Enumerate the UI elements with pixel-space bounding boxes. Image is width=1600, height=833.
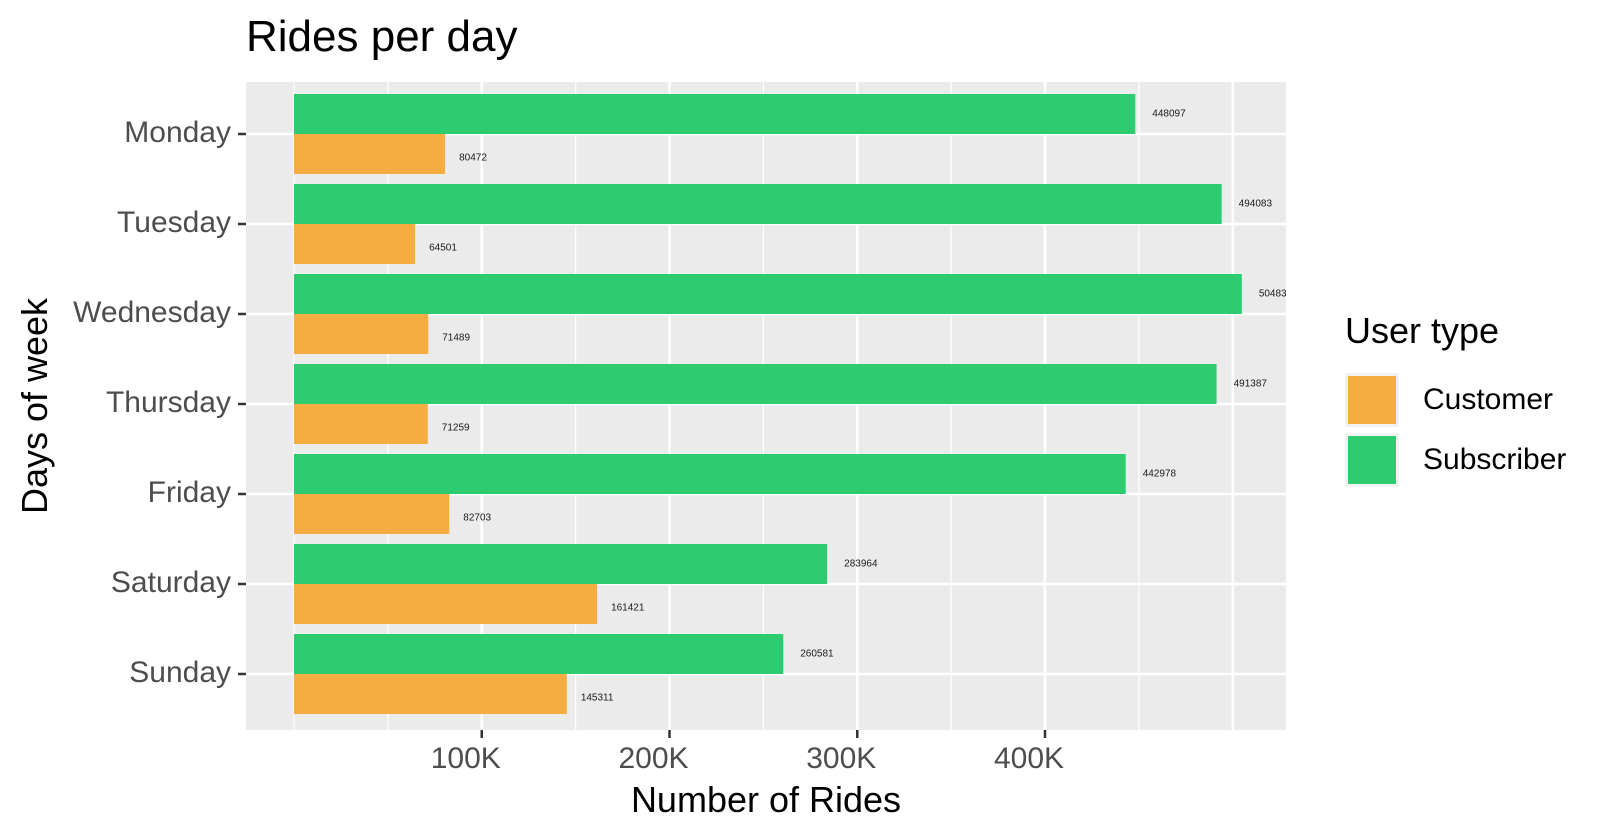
legend-label-customer: Customer [1423, 383, 1554, 416]
bar-subscriber-monday [294, 94, 1136, 134]
chart-title: Rides per day [246, 12, 518, 61]
bar-subscriber-thursday [294, 364, 1217, 404]
bar-subscriber-wednesday [294, 274, 1242, 314]
data-label-customer-sunday: 145311 [581, 693, 614, 704]
y-tick-label-friday: Friday [148, 476, 231, 509]
data-label-customer-monday: 80472 [459, 153, 487, 164]
legend-item-subscriber: Subscriber [1345, 430, 1566, 490]
data-label-subscriber-sunday: 260581 [800, 649, 834, 660]
bar-subscriber-sunday [294, 634, 784, 674]
bar-customer-sunday [294, 674, 567, 714]
data-label-subscriber-saturday: 283964 [844, 559, 878, 570]
data-label-customer-friday: 82703 [463, 513, 491, 524]
y-tick-label-sunday: Sunday [129, 656, 231, 689]
bar-subscriber-tuesday [294, 184, 1222, 224]
data-label-customer-tuesday: 64501 [429, 243, 457, 254]
axes: Monday Tuesday Wednesday Thursday Friday Satu… [73, 116, 1064, 775]
data-label-subscriber-friday: 442978 [1143, 469, 1177, 480]
bar-customer-saturday [294, 584, 598, 624]
bar-subscriber-saturday [294, 544, 828, 584]
bar-subscriber-friday [294, 454, 1126, 494]
data-label-subscriber-wednesday: 504830 [1259, 289, 1293, 300]
data-label-customer-wednesday: 71489 [442, 333, 470, 344]
y-tick-label-thursday: Thursday [106, 386, 231, 419]
y-tick-label-monday: Monday [124, 116, 231, 149]
data-label-subscriber-thursday: 491387 [1234, 379, 1268, 390]
x-tick-label: 300K [806, 742, 876, 775]
legend-key-customer [1345, 373, 1399, 427]
legend-key-subscriber [1345, 433, 1399, 487]
bar-customer-tuesday [294, 224, 416, 264]
data-label-subscriber-tuesday: 494083 [1239, 199, 1273, 210]
legend-title: User type [1345, 310, 1500, 351]
x-tick-label: 100K [431, 742, 501, 775]
y-axis-title: Days of week [14, 297, 55, 514]
data-label-customer-thursday: 71259 [442, 423, 470, 434]
legend-item-customer: Customer [1345, 370, 1566, 430]
bar-customer-monday [294, 134, 446, 174]
x-tick-label: 400K [994, 742, 1064, 775]
x-axis-title: Number of Rides [631, 779, 901, 820]
data-label-customer-saturday: 161421 [611, 603, 645, 614]
y-tick-label-saturday: Saturday [111, 566, 231, 599]
bars [294, 94, 1242, 714]
data-label-subscriber-monday: 448097 [1152, 109, 1186, 120]
y-tick-label-wednesday: Wednesday [73, 296, 231, 329]
x-tick-label: 200K [618, 742, 688, 775]
bar-customer-friday [294, 494, 450, 534]
data-labels: 448097 80472 494083 64501 504830 71489 491387 7… [429, 109, 1293, 704]
bar-customer-wednesday [294, 314, 429, 354]
legend-label-subscriber: Subscriber [1423, 443, 1567, 476]
legend: User type Customer Subscriber [1345, 310, 1566, 490]
bar-customer-thursday [294, 404, 428, 444]
y-tick-label-tuesday: Tuesday [117, 206, 231, 239]
